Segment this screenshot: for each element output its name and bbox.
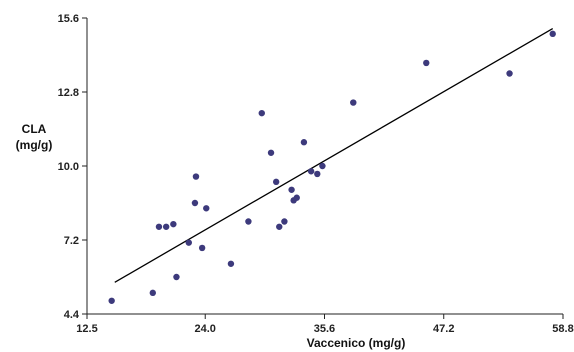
data-point [350,99,357,106]
data-point [162,223,170,230]
data-point [272,178,280,186]
y-tick-label: 15.6 [58,13,79,25]
data-point [155,223,163,230]
data-points [108,30,556,304]
y-tick-label: 4.4 [64,309,80,321]
data-point [267,149,275,156]
data-point [423,59,430,67]
y-axis-unit: (mg/g) [16,138,53,152]
data-point [192,173,200,180]
data-point [108,297,115,304]
data-point [170,220,177,228]
data-point [276,223,283,230]
x-tick-label: 12.5 [76,323,97,335]
data-point [227,260,235,267]
y-tick-label: 7.2 [64,235,79,247]
data-point [185,239,192,246]
data-point [300,139,308,146]
x-axis-ticks: 12.5 24.0 35.6 47.2 58.8 [76,314,574,335]
data-point [191,199,199,207]
y-tick-label: 10.0 [58,161,79,173]
x-axis-title: Vaccenico (mg/g) [307,336,406,350]
data-point [173,273,180,281]
x-tick-label: 24.0 [195,323,216,335]
data-point [245,218,252,225]
data-point [314,170,321,178]
data-point [203,205,210,212]
data-point [288,186,295,193]
trend-line [114,28,554,283]
y-axis-title: CLA [22,122,47,136]
data-point [281,218,288,225]
y-axis-ticks: 4.4 7.2 10.0 12.8 15.6 [58,13,87,321]
data-point [319,162,326,170]
data-point [307,168,315,175]
x-tick-label: 58.8 [552,323,573,335]
data-point [549,30,556,38]
data-point [149,289,156,297]
x-tick-label: 35.6 [314,323,335,335]
y-tick-label: 12.8 [58,87,79,99]
x-tick-label: 47.2 [433,323,454,335]
data-point [198,244,206,252]
data-point [293,194,300,201]
data-point [258,109,265,117]
data-point [506,70,513,77]
